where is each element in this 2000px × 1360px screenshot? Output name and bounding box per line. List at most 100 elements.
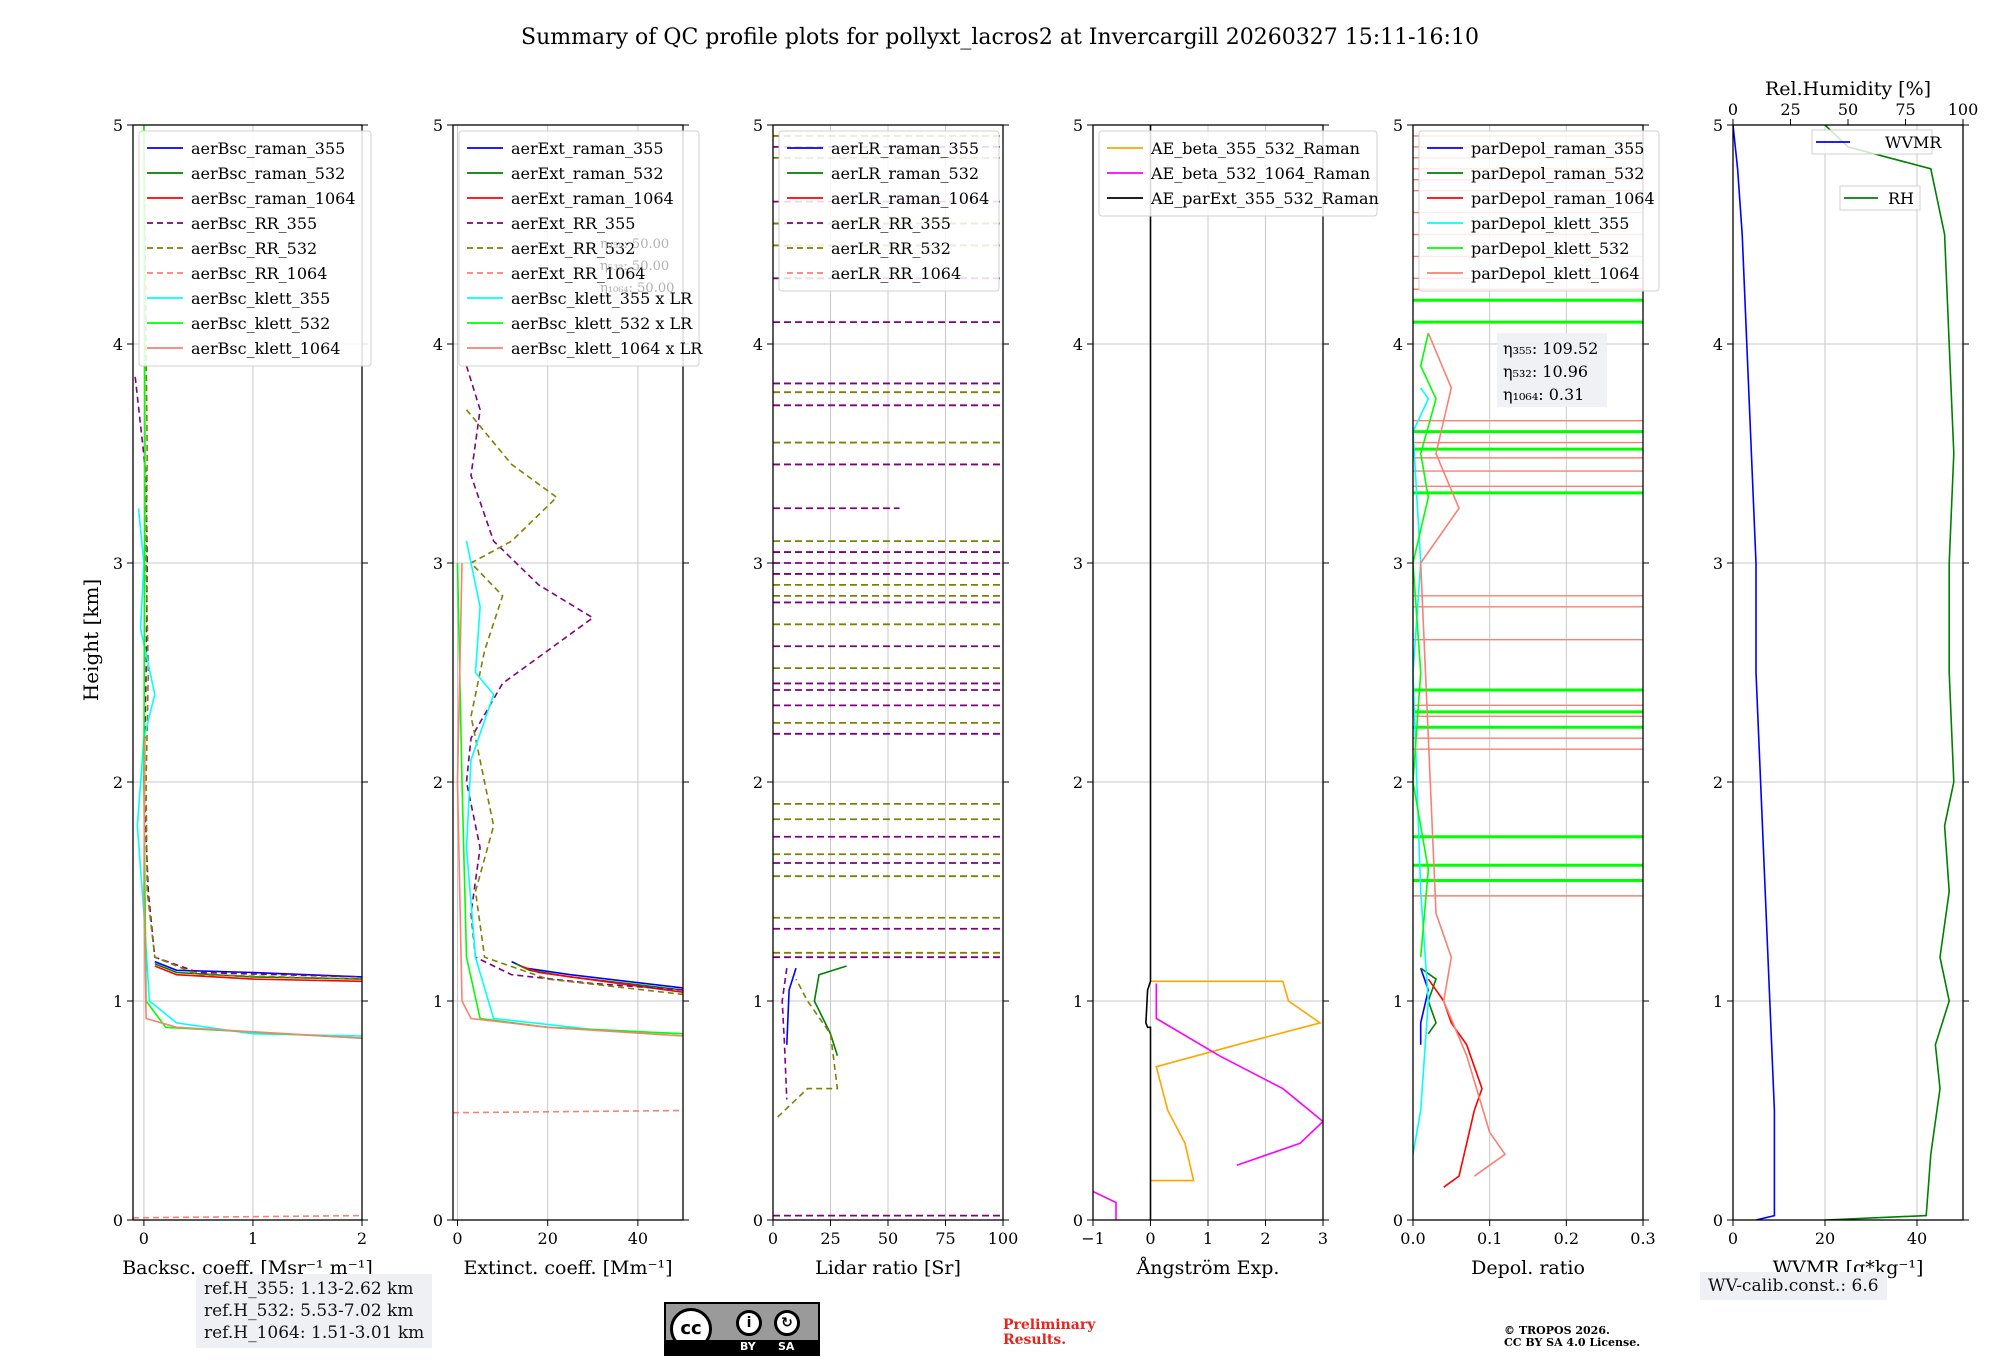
series-aerLR_raman_355 xyxy=(786,967,797,1045)
wv-calib-box: WV-calib.const.: 6.6 xyxy=(1700,1272,1887,1300)
by-label: BY xyxy=(740,1340,756,1353)
legend: WVMR RH xyxy=(1811,129,1942,211)
copyright-note: © TROPOS 2026. CC BY SA 4.0 License. xyxy=(1504,1324,1641,1349)
y-tick-label: 4 xyxy=(1073,335,1083,354)
x-tick-label: 0.1 xyxy=(1477,1229,1502,1248)
ref-height-355: ref.H_355: 1.13-2.62 km xyxy=(204,1279,414,1299)
legend: AE_beta_355_532_Raman AE_beta_532_1064_Ra… xyxy=(1098,130,1379,217)
series-WVMR xyxy=(1733,125,1776,1220)
plot-area xyxy=(453,365,683,1114)
x-tick-label: 100 xyxy=(988,1229,1019,1248)
legend-label: AE_beta_355_532_Raman xyxy=(1150,139,1360,158)
y-tick-label: 1 xyxy=(1073,992,1083,1011)
y-tick-label: 4 xyxy=(113,335,123,354)
legend-box xyxy=(138,130,372,367)
legend-label: aerExt_RR_1064 xyxy=(511,264,646,283)
y-tick-label: 2 xyxy=(1393,773,1403,792)
axes-frame xyxy=(1412,124,1644,1221)
legend-label: aerExt_raman_355 xyxy=(511,139,664,158)
y-tick-label: 1 xyxy=(433,992,443,1011)
x-tick-label: 1 xyxy=(1203,1229,1213,1248)
series-aerLR_RR_532 xyxy=(777,978,839,1118)
eta-label: η₃₅₅: 109.52 xyxy=(1503,339,1598,358)
cc-license-badge: cc i ↻ BY SA xyxy=(664,1302,820,1356)
x-tick-label: 3 xyxy=(1318,1229,1328,1248)
y-tick-label: 3 xyxy=(1393,554,1403,573)
series-parDepol_klett_1064 xyxy=(1419,332,1507,1177)
y-tick-label: 2 xyxy=(1713,773,1723,792)
legend-label: aerLR_RR_1064 xyxy=(831,264,961,283)
legend-label: aerExt_raman_532 xyxy=(511,164,664,183)
legend-label: aerExt_raman_1064 xyxy=(511,189,674,208)
legend-label: aerLR_RR_532 xyxy=(831,239,951,258)
plot-area xyxy=(1733,125,1955,1220)
x-tick-label: 50 xyxy=(878,1229,898,1248)
legend-label: aerBsc_RR_532 xyxy=(191,239,317,258)
legend-label: parDepol_raman_355 xyxy=(1471,139,1644,158)
eta-label: η₁₀₆₄: 0.31 xyxy=(1503,385,1584,404)
legend-box xyxy=(1418,130,1660,292)
series-aerExt_RR_355 xyxy=(465,365,683,991)
legend-label: aerBsc_raman_355 xyxy=(191,139,345,158)
y-tick-label: 5 xyxy=(113,116,123,135)
panel-5: 0.0 0.1 0.2 0.3 0 1 2 3 4 5 Depol. ratio parDepol_r… xyxy=(1393,116,1660,1279)
legend-label: aerLR_raman_532 xyxy=(831,164,979,183)
x-tick-label: 1 xyxy=(248,1229,258,1248)
x-axis-label: Extinct. coeff. [Mm⁻¹] xyxy=(463,1257,672,1279)
series-aerBsc_klett_1064 xyxy=(143,738,362,1039)
series-AE_beta_532_1064_Raman xyxy=(1155,983,1323,1167)
y-tick-label: 4 xyxy=(1713,335,1723,354)
legend: aerLR_raman_355 aerLR_raman_532 aerLR_rama… xyxy=(778,130,1000,292)
legend-label: aerBsc_RR_355 xyxy=(191,214,317,233)
y-tick-label: 5 xyxy=(1393,116,1403,135)
series-aerBsc_raman_532 xyxy=(154,963,362,980)
y-tick-label: 1 xyxy=(1713,992,1723,1011)
y-tick-label: 0 xyxy=(433,1211,443,1230)
series-AE_parExt_355_532_Raman xyxy=(1145,125,1152,1220)
ref-height-1064: ref.H_1064: 1.51-3.01 km xyxy=(204,1323,425,1343)
x-tick-label: 75 xyxy=(935,1229,955,1248)
series-aerExt_RR_1064 xyxy=(453,1109,683,1114)
series-parDepol_raman_1064 xyxy=(1427,978,1483,1188)
eta-label: η₅₃₂: 10.96 xyxy=(1503,362,1588,381)
reference-height-box: ref.H_355: 1.13-2.62 km ref.H_532: 5.53-… xyxy=(196,1274,433,1348)
by-attribution-icon: i xyxy=(736,1310,762,1336)
y-tick-label: 2 xyxy=(1073,773,1083,792)
series-parDepol_klett_355 xyxy=(1413,387,1430,1155)
y-tick-label: 3 xyxy=(433,554,443,573)
y-tick-label: 1 xyxy=(753,992,763,1011)
legend-label: aerBsc_klett_355 x LR xyxy=(511,289,693,308)
series-aerExt_raman_1064 xyxy=(520,965,683,993)
x2-tick-label: 50 xyxy=(1838,100,1858,119)
series-aerLR_RR_355 xyxy=(781,967,788,1100)
annotation-box xyxy=(1497,333,1607,407)
y-tick-label: 3 xyxy=(113,554,123,573)
legend-label: aerBsc_raman_532 xyxy=(191,164,345,183)
y-tick-label: 4 xyxy=(433,335,443,354)
x-tick-label: 0 xyxy=(1145,1229,1155,1248)
series-parDepol_raman_355 xyxy=(1419,967,1430,1045)
legend-label: parDepol_klett_1064 xyxy=(1471,264,1640,283)
legend-label: aerLR_raman_355 xyxy=(831,139,979,158)
y-tick-label: 2 xyxy=(433,773,443,792)
y-tick-label: 0 xyxy=(753,1211,763,1230)
legend-label: aerLR_raman_1064 xyxy=(831,189,989,208)
eta-label-faded: η₁₀₆₄: 50.00 xyxy=(600,281,674,296)
series-AE_beta_355_532_Raman xyxy=(1150,980,1322,1182)
plot-area xyxy=(1413,135,1643,1188)
series-aerBsc_RR_355 xyxy=(134,376,362,978)
y-tick-label: 1 xyxy=(1393,992,1403,1011)
x-tick-label: 2 xyxy=(357,1229,367,1248)
x2-tick-label: 0 xyxy=(1728,100,1738,119)
legend-label: aerBsc_raman_1064 xyxy=(191,189,356,208)
y-axis-label: Height [km] xyxy=(79,579,103,701)
series-RH xyxy=(1824,125,1955,1220)
legend: parDepol_raman_355 parDepol_raman_532 parD… xyxy=(1418,130,1660,292)
x-tick-label: 40 xyxy=(1907,1229,1927,1248)
x-axis-label: Backsc. coeff. [Msr⁻¹ m⁻¹] xyxy=(122,1257,373,1279)
x-axis-label: Lidar ratio [Sr] xyxy=(815,1257,961,1279)
legend: aerBsc_raman_355 aerBsc_raman_532 aerBsc_r… xyxy=(138,130,372,367)
series-aerExt_RR_532 xyxy=(465,409,683,996)
x-tick-label: 0 xyxy=(139,1229,149,1248)
